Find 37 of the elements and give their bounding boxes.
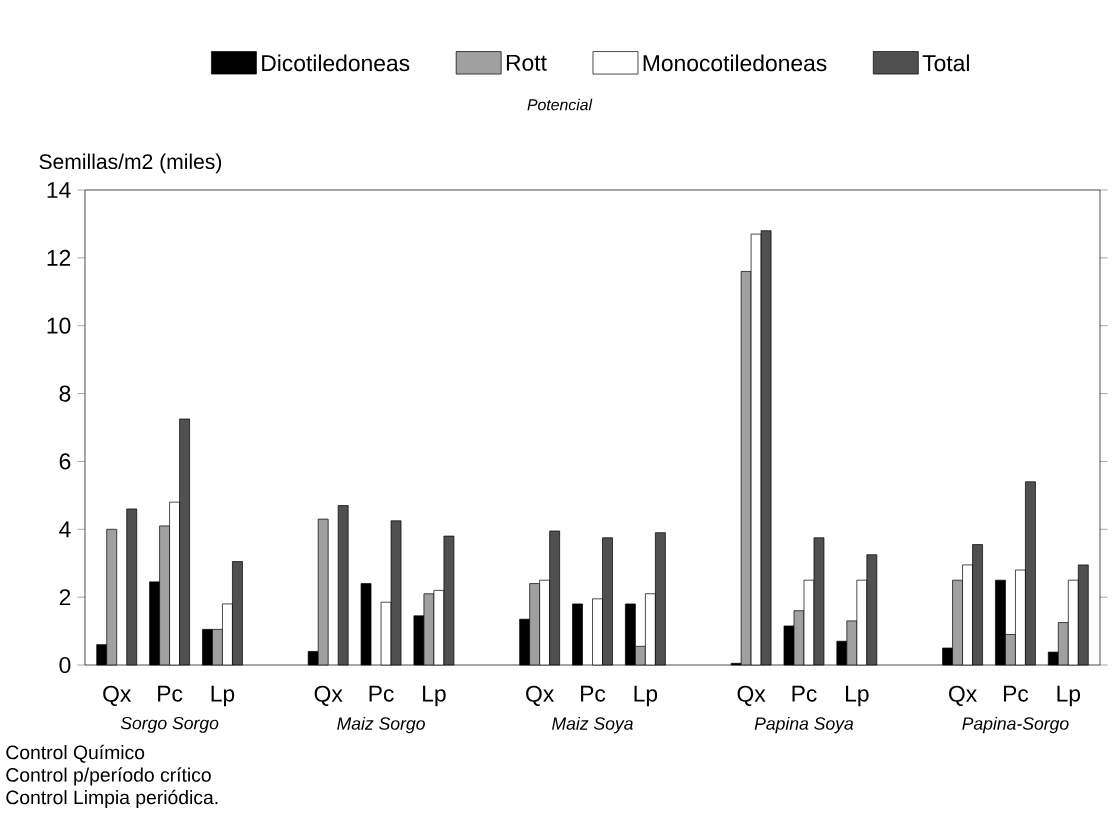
x-tick-label: Qx (314, 685, 343, 707)
text: Control p/período crítico (6, 767, 211, 786)
x-tick-label: Qx (526, 685, 555, 707)
text: Papina Soya (754, 716, 854, 734)
x-tick-label: Lp (211, 685, 235, 707)
legend-label: Monocotiledoneas (643, 54, 827, 72)
y-tick-label: 14 (47, 182, 71, 198)
y-tick-label: 2 (59, 589, 71, 606)
x-tick-label: Qx (103, 685, 132, 707)
x-tick-label: Qx (949, 685, 977, 707)
x-tick-label: Lp (846, 685, 869, 707)
legend-label: Dicotiledoneas (262, 54, 410, 72)
x-tick-label: Pc (1003, 685, 1029, 702)
text: Control Químico (6, 744, 145, 763)
y-tick-label: 8 (59, 385, 71, 402)
legend-label: Total (922, 54, 969, 72)
x-tick-label: Lp (634, 685, 658, 707)
text: Control Limpia periódica. (6, 789, 218, 809)
text: Maiz Sorgo (337, 716, 425, 734)
x-tick-label: Pc (792, 685, 817, 702)
x-tick-label: Lp (423, 685, 446, 707)
y-tick-label: 12 (47, 249, 71, 266)
chart-subtitle: Potencial (527, 98, 593, 111)
y-axis-title: Semillas/m2 (miles) (39, 153, 222, 174)
x-tick-label: Pc (158, 685, 183, 702)
x-tick-label: Pc (581, 685, 606, 702)
text: Maiz Soya (552, 716, 633, 734)
y-tick-label: 10 (47, 317, 71, 334)
text: Sorgo Sorgo (120, 716, 219, 733)
legend-label: Rott (506, 54, 547, 71)
x-tick-label: Lp (1057, 685, 1081, 707)
x-tick-label: Qx (737, 685, 766, 707)
text: Papina-Sorgo (962, 716, 1069, 734)
y-tick-label: 4 (59, 521, 71, 538)
y-tick-label: 0 (59, 656, 71, 674)
y-tick-label: 6 (59, 453, 71, 470)
x-tick-label: Pc (369, 685, 394, 702)
